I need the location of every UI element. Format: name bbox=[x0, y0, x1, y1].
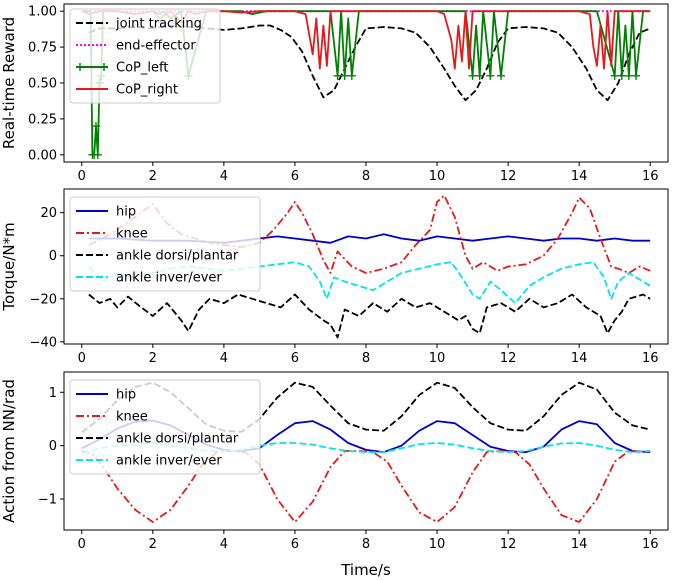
series-marker bbox=[617, 71, 626, 80]
legend-label: hip bbox=[116, 205, 136, 220]
y-axis-label: Torque/N*m bbox=[0, 222, 18, 311]
x-tick-label: 10 bbox=[429, 537, 446, 552]
series-line-knee bbox=[88, 194, 651, 274]
legend-box bbox=[69, 379, 261, 475]
x-tick-label: 16 bbox=[642, 169, 659, 184]
legend-label: ankle dorsi/plantar bbox=[116, 432, 239, 447]
legend-marker bbox=[100, 63, 108, 71]
x-tick-label: 4 bbox=[220, 169, 228, 184]
x-tick-label: 10 bbox=[429, 351, 446, 366]
series-marker bbox=[340, 71, 349, 80]
series-line-knee bbox=[81, 450, 651, 523]
legend-label: ankle dorsi/plantar bbox=[116, 249, 239, 264]
x-axis-label: Time/s bbox=[340, 561, 391, 579]
y-axis-label: Real-time Reward bbox=[0, 17, 18, 149]
x-tick-label: 14 bbox=[571, 169, 588, 184]
legend: hip knee ankle dorsi/plantar ankle inver/ev… bbox=[69, 379, 261, 475]
series-line-ankle-dorsi-plantar bbox=[88, 293, 651, 339]
x-tick-label: 14 bbox=[571, 537, 588, 552]
series-marker bbox=[497, 71, 506, 80]
legend-label: CoP_left bbox=[116, 61, 168, 76]
y-tick-label: 1 bbox=[49, 386, 57, 401]
x-tick-label: 4 bbox=[220, 351, 228, 366]
x-tick-label: 12 bbox=[500, 351, 517, 366]
y-tick-label: −40 bbox=[30, 335, 57, 350]
x-tick-label: 2 bbox=[149, 169, 157, 184]
series-marker bbox=[610, 71, 619, 80]
legend-label: joint tracking bbox=[115, 17, 202, 32]
x-tick-label: 6 bbox=[291, 537, 299, 552]
x-tick-label: 16 bbox=[642, 351, 659, 366]
series-marker bbox=[632, 71, 641, 80]
x-tick-label: 12 bbox=[500, 537, 517, 552]
series-marker bbox=[347, 71, 356, 80]
x-tick-label: 6 bbox=[291, 169, 299, 184]
series-marker bbox=[486, 71, 495, 80]
x-tick-label: 0 bbox=[78, 169, 86, 184]
legend-label: knee bbox=[116, 410, 148, 425]
y-tick-label: −1 bbox=[38, 493, 57, 508]
x-tick-label: 8 bbox=[362, 351, 370, 366]
x-tick-label: 4 bbox=[220, 537, 228, 552]
x-tick-label: 8 bbox=[362, 537, 370, 552]
chart-panel-3: 0 2 4 6 8 10 12 14 16 −1 0 1 Action from NN/rad Time/… bbox=[0, 371, 669, 579]
chart-panel-1: 0 2 4 6 8 10 12 14 16 0.00 0.25 0.50 0.75 1.00 Real-ti… bbox=[0, 3, 669, 184]
y-tick-label: 0.00 bbox=[28, 148, 57, 163]
legend-label: hip bbox=[116, 388, 136, 403]
legend-box bbox=[69, 8, 221, 104]
y-tick-label: 0.25 bbox=[28, 112, 57, 127]
legend-marker bbox=[76, 63, 84, 71]
x-tick-label: 2 bbox=[149, 537, 157, 552]
series-marker bbox=[91, 122, 100, 131]
series-marker bbox=[333, 71, 342, 80]
x-tick-label: 8 bbox=[362, 169, 370, 184]
x-tick-label: 6 bbox=[291, 351, 299, 366]
legend-label: ankle inver/ever bbox=[116, 454, 222, 469]
legend: hip knee ankle dorsi/plantar ankle inver/ev… bbox=[69, 196, 261, 292]
y-tick-label: −20 bbox=[30, 292, 57, 307]
x-tick-label: 14 bbox=[571, 351, 588, 366]
y-tick-label: 1.00 bbox=[28, 5, 57, 20]
legend-label: ankle inver/ever bbox=[116, 271, 222, 286]
series-marker bbox=[624, 71, 633, 80]
y-tick-label: 20 bbox=[40, 206, 57, 221]
x-tick-label: 12 bbox=[500, 169, 517, 184]
y-axis-label: Action from NN/rad bbox=[0, 379, 18, 523]
y-tick-label: 0 bbox=[49, 439, 57, 454]
series-marker bbox=[475, 71, 484, 80]
series-line-joint-tracking bbox=[88, 24, 651, 102]
y-tick-label: 0.50 bbox=[28, 77, 57, 92]
y-tick-label: 0 bbox=[49, 249, 57, 264]
y-tick-label: 0.75 bbox=[28, 41, 57, 56]
legend: joint tracking end-effector CoP_left CoP_ri… bbox=[69, 8, 221, 104]
legend-label: knee bbox=[116, 227, 148, 242]
x-tick-label: 0 bbox=[78, 537, 86, 552]
x-tick-label: 0 bbox=[78, 351, 86, 366]
legend-label: CoP_right bbox=[116, 83, 178, 98]
series-marker bbox=[468, 71, 477, 80]
legend-box bbox=[69, 196, 261, 292]
x-tick-label: 16 bbox=[642, 537, 659, 552]
series-marker bbox=[93, 150, 102, 159]
legend-label: end-effector bbox=[116, 39, 196, 54]
chart-panel-2: 0 2 4 6 8 10 12 14 16 −40 −20 0 20 Torque/N*m hip knee a… bbox=[0, 188, 669, 366]
x-tick-label: 2 bbox=[149, 351, 157, 366]
x-tick-label: 10 bbox=[429, 169, 446, 184]
